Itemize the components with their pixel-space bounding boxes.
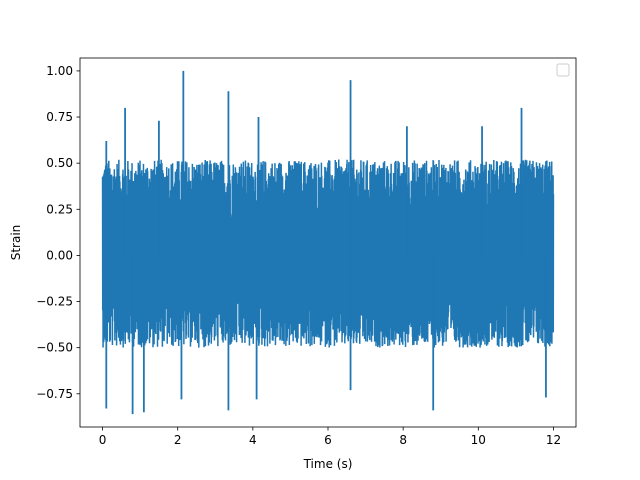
x-tick-label: 0 (99, 433, 107, 447)
y-tick-label: 0.00 (46, 248, 73, 262)
y-axis-label: Strain (9, 225, 23, 261)
x-tick-label: 2 (174, 433, 182, 447)
y-axis: −0.75 −0.50 −0.25 0.00 0.25 0.50 0.75 1.00 (36, 64, 80, 401)
x-tick-label: 6 (324, 433, 332, 447)
x-axis: 0 2 4 6 8 10 12 (99, 427, 561, 447)
y-tick-label: −0.25 (36, 295, 73, 309)
x-tick-label: 12 (546, 433, 561, 447)
series-line (101, 159, 555, 348)
x-axis-label: Time (s) (303, 457, 353, 471)
y-tick-label: −0.50 (36, 341, 73, 355)
y-tick-label: 0.75 (46, 110, 73, 124)
y-tick-label: −0.75 (36, 387, 73, 401)
x-tick-label: 8 (399, 433, 407, 447)
x-tick-label: 4 (249, 433, 257, 447)
series-layer (101, 70, 555, 415)
y-tick-label: 1.00 (46, 64, 73, 78)
y-tick-label: 0.25 (46, 202, 73, 216)
legend-box (556, 63, 570, 77)
y-tick-label: 0.50 (46, 156, 73, 170)
x-tick-label: 10 (471, 433, 486, 447)
